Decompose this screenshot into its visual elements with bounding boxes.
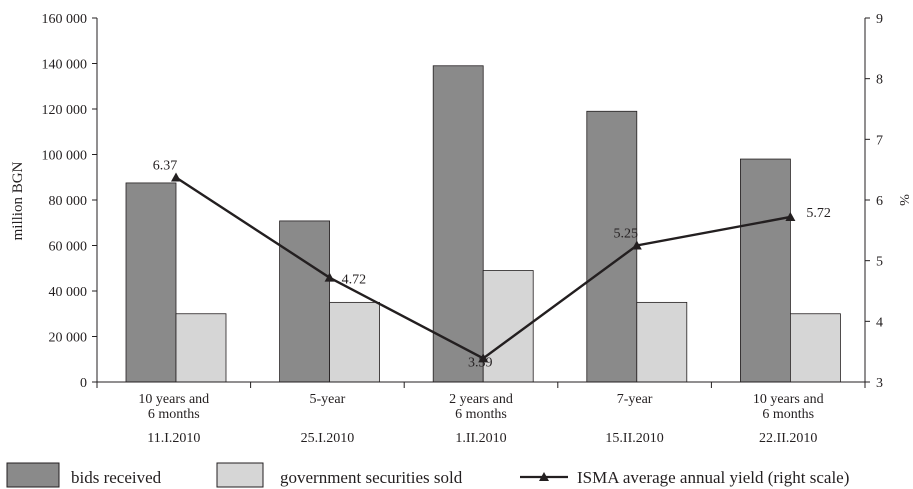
y-right-tick-label: 7 <box>876 133 883 148</box>
legend-swatch-government-securities-sold <box>216 462 264 488</box>
bar-bids-received <box>432 65 484 383</box>
y-left-tick-label: 120 000 <box>42 103 88 118</box>
point-isma-yield <box>171 172 181 182</box>
x-tick-label: 10 years and <box>753 392 824 407</box>
point-isma-yield <box>324 272 335 282</box>
y-right-tick-label: 5 <box>876 255 883 270</box>
x-tick-label: 5-year <box>310 392 346 407</box>
legend-swatch-bids-received <box>6 462 60 488</box>
x-tick-date-label: 11.I.2010 <box>147 431 200 446</box>
x-tick-label: 2 years and <box>449 392 513 407</box>
x-tick-label: 7-year <box>617 392 653 407</box>
data-label-isma-yield: 6.37 <box>153 159 178 174</box>
legend-marker-isma-yield <box>539 472 549 481</box>
x-tick-date-label: 1.II.2010 <box>455 431 506 446</box>
y-left-tick-label: 0 <box>80 376 87 391</box>
y-left-tick-label: 60 000 <box>49 240 88 255</box>
y-right-tick-label: 8 <box>876 73 883 88</box>
y-right-axis-label: % <box>896 194 911 206</box>
y-left-tick-label: 40 000 <box>49 285 88 300</box>
legend-label-isma-yield: ISMA average annual yield (right scale) <box>577 468 849 487</box>
x-tick-label: 10 years and <box>138 392 209 407</box>
y-left-tick-label: 100 000 <box>42 149 88 164</box>
bar-government-securities-sold <box>329 301 381 383</box>
bar-bids-received <box>740 158 791 383</box>
data-label-isma-yield: 4.72 <box>342 273 367 288</box>
axes-layer: 0 20 000 40 000 60 000 80 000 100 000 120 000 1… <box>42 12 884 446</box>
bar-government-securities-sold <box>790 313 841 383</box>
y-right-tick-label: 3 <box>876 376 883 391</box>
point-isma-yield <box>478 353 489 363</box>
y-left-tick-label: 20 000 <box>49 331 88 346</box>
bar-bids-received <box>586 110 638 383</box>
x-tick-date-label: 25.I.2010 <box>301 431 355 446</box>
x-tick-label: 6 months <box>148 407 200 422</box>
x-tick-date-label: 22.II.2010 <box>759 431 817 446</box>
bars-layer <box>125 65 841 383</box>
legend-label-government-securities-sold: government securities sold <box>280 468 463 487</box>
bar-government-securities-sold <box>175 313 227 383</box>
labels-layer: 6.37 4.72 3.39 5.25 5.72 <box>153 159 831 371</box>
x-tick-label: 6 months <box>762 407 814 422</box>
y-right-tick-label: 6 <box>876 194 883 209</box>
legend: bids received government securities sold… <box>6 462 849 488</box>
legend-label-bids-received: bids received <box>71 468 162 487</box>
y-left-tick-label: 140 000 <box>42 58 88 73</box>
x-tick-label: 6 months <box>455 407 507 422</box>
x-tick-date-label: 15.II.2010 <box>605 431 663 446</box>
y-left-axis-label: million BGN <box>10 161 26 240</box>
point-isma-yield <box>631 240 642 250</box>
bar-bids-received <box>125 182 177 383</box>
data-label-isma-yield: 5.25 <box>614 227 639 242</box>
data-label-isma-yield: 5.72 <box>806 206 831 221</box>
y-right-tick-label: 9 <box>876 12 883 27</box>
y-left-tick-label: 160 000 <box>42 12 88 27</box>
y-right-tick-label: 4 <box>876 315 883 330</box>
bar-government-securities-sold <box>636 301 688 383</box>
line-layer <box>171 172 796 363</box>
bar-bids-received <box>279 220 331 383</box>
data-label-isma-yield: 3.39 <box>468 355 493 370</box>
point-isma-yield <box>785 211 796 221</box>
y-left-tick-label: 80 000 <box>49 194 88 209</box>
